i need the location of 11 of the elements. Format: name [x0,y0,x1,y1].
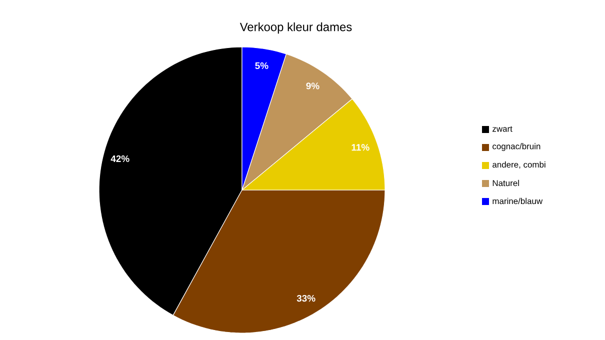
legend-label: zwart [492,126,512,132]
legend-label: marine/blauw [492,198,543,204]
data-label: 9% [306,82,320,90]
legend-label: cognac/bruin [492,143,540,151]
data-label: 5% [255,62,268,70]
data-label: 42% [110,155,130,162]
data-label: 33% [296,294,316,302]
chart-title: Verkoop kleur dames [240,22,352,34]
data-label: 11% [352,144,370,151]
legend-label: andere, combi [492,161,546,169]
legend-label: Naturel [492,180,519,186]
